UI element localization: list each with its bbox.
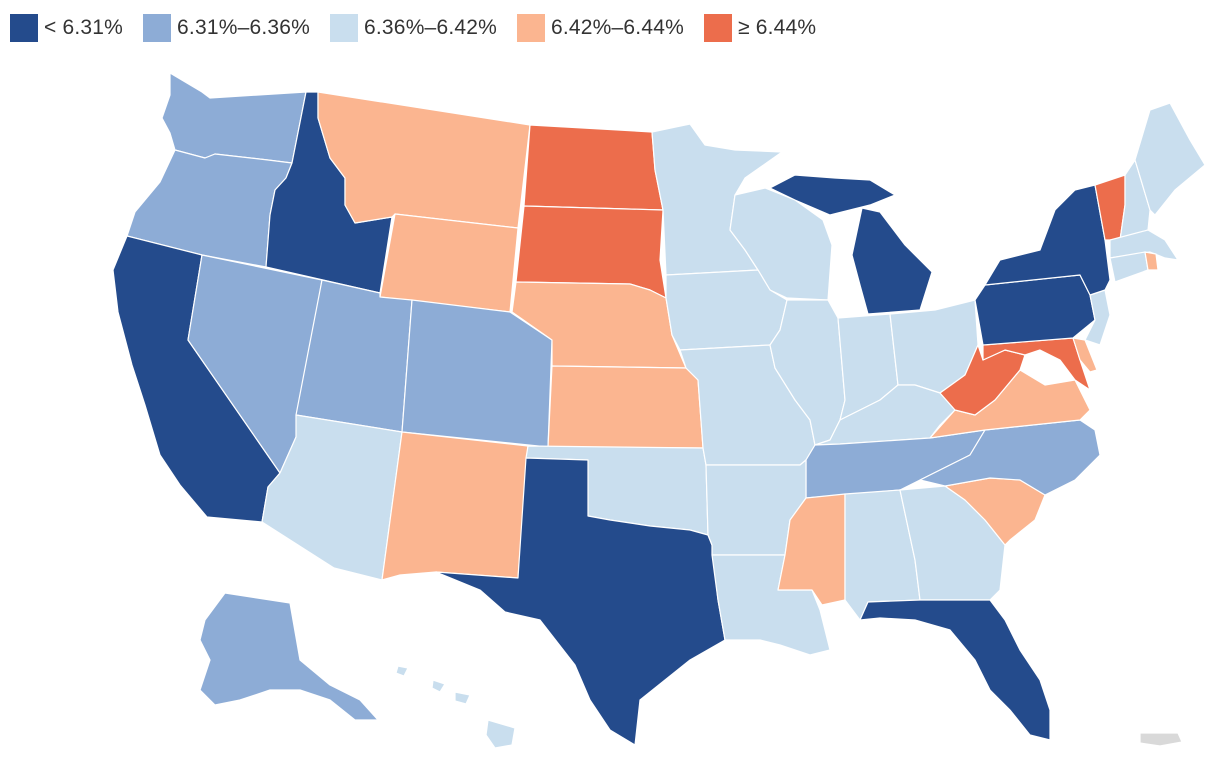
legend-swatch [10,14,38,42]
state-wisconsin[interactable] [729,187,833,301]
state-kansas[interactable] [547,365,704,449]
legend-label: ≥ 6.44% [737,16,817,39]
legend-item-6-44-and-above[interactable]: ≥ 6.44% [703,14,817,42]
state-colorado[interactable] [401,299,553,448]
state-rhode-island[interactable] [1144,251,1159,271]
state-montana[interactable] [317,91,531,229]
state-north-dakota[interactable] [523,124,664,211]
legend-item-6-31-to-6-36[interactable]: 6.31%–6.36% [143,14,310,42]
legend-label: < 6.31% [44,16,124,39]
legend-label: 6.31%–6.36% [177,16,311,39]
state-washington[interactable] [161,72,307,164]
legend-label: 6.36%–6.42% [364,16,497,39]
legend-swatch [516,14,545,42]
state-north-carolina[interactable] [919,419,1101,496]
state-nebraska[interactable] [511,281,687,369]
state-pennsylvania[interactable] [974,274,1096,346]
state-hawaii[interactable] [395,665,516,749]
state-new-mexico[interactable] [381,431,529,581]
state-florida[interactable] [859,599,1051,741]
state-texas[interactable] [435,457,726,746]
state-mississippi[interactable] [777,493,846,606]
legend-item-6-36-to-6-42[interactable]: 6.36%–6.42% [330,14,497,42]
legend-swatch [703,14,732,42]
legend-swatch [330,14,359,42]
legend-item-6-42-to-6-44[interactable]: 6.42%–6.44% [516,14,684,42]
state-puerto-rico[interactable] [1139,732,1183,747]
state-delaware[interactable] [1072,337,1098,373]
legend: < 6.31% 6.31%–6.36% 6.36%–6.42% 6.42%–6.… [10,14,816,42]
legend-item-below-6-31[interactable]: < 6.31% [10,14,123,42]
state-new-york[interactable] [984,184,1111,296]
state-wyoming[interactable] [379,213,519,313]
legend-label: 6.42%–6.44% [550,16,684,39]
state-connecticut[interactable] [1109,251,1149,283]
state-michigan[interactable] [769,174,933,315]
state-alaska[interactable] [199,592,379,721]
state-maine[interactable] [1134,102,1206,216]
legend-swatch [143,14,172,42]
